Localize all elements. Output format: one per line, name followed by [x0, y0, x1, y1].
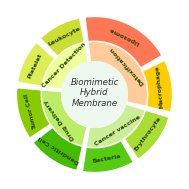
Polygon shape [41, 90, 87, 146]
Polygon shape [88, 41, 148, 106]
Text: Biomimetic
Hybrid
Membrane: Biomimetic Hybrid Membrane [70, 78, 119, 108]
Polygon shape [17, 42, 55, 86]
Text: Platelet: Platelet [27, 53, 43, 80]
Polygon shape [16, 88, 50, 138]
Text: Detoxification: Detoxification [108, 46, 145, 86]
Text: Dendritic Cell: Dendritic Cell [38, 135, 81, 165]
Polygon shape [124, 110, 169, 159]
Text: Cancer vaccine: Cancer vaccine [94, 115, 141, 147]
Text: Erythrocyte: Erythrocyte [133, 115, 162, 152]
Polygon shape [33, 127, 83, 170]
Text: Bacteria: Bacteria [91, 154, 121, 164]
Circle shape [62, 62, 127, 127]
Polygon shape [86, 104, 145, 148]
Text: Drug Delivery: Drug Delivery [43, 99, 76, 141]
Text: Leukocyte: Leukocyte [47, 26, 81, 47]
Text: Liposome: Liposome [108, 26, 140, 46]
Polygon shape [42, 42, 88, 89]
Text: Macrophage: Macrophage [155, 65, 165, 109]
Polygon shape [40, 18, 84, 56]
Polygon shape [82, 141, 133, 173]
Polygon shape [142, 60, 173, 112]
Text: Cancer Detection: Cancer Detection [41, 41, 86, 88]
Text: Tumor Cell: Tumor Cell [24, 92, 38, 129]
Polygon shape [85, 16, 162, 68]
